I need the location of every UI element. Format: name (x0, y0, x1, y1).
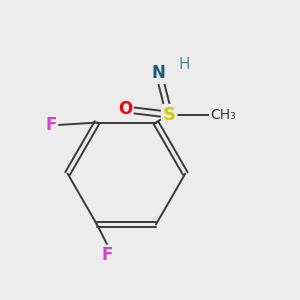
Text: CH₃: CH₃ (210, 108, 236, 122)
Text: O: O (118, 100, 132, 118)
Text: S: S (163, 106, 176, 124)
Text: F: F (102, 246, 113, 264)
Text: F: F (45, 116, 57, 134)
Text: N: N (152, 64, 166, 82)
Text: H: H (178, 56, 190, 71)
